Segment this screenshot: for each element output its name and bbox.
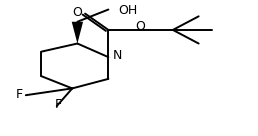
Text: OH: OH (119, 4, 138, 17)
Text: N: N (113, 49, 122, 62)
Text: F: F (16, 88, 23, 101)
Text: F: F (54, 98, 62, 112)
Text: O: O (72, 6, 82, 19)
Text: O: O (136, 20, 146, 33)
Polygon shape (72, 22, 83, 44)
